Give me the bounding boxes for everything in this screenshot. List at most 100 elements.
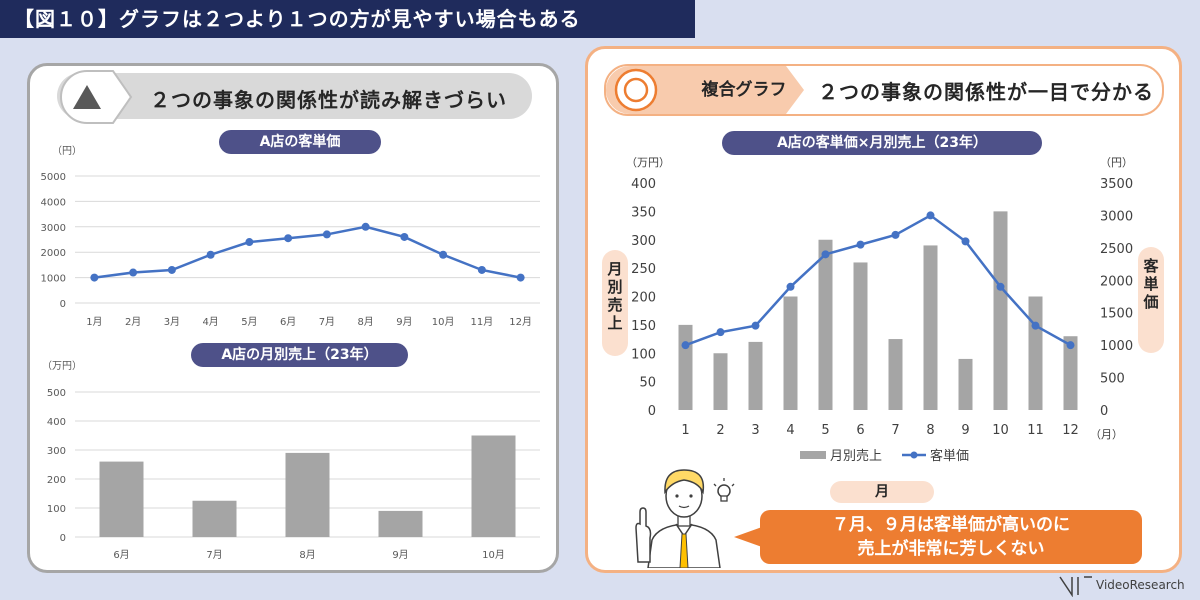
- x-tick-label: 10月: [482, 549, 505, 561]
- customer-price-line-chart: （円） 0 1000 2000 3000 4000 5000 1月 2月 3月 4月 5月 6月 7月 8月…: [41, 145, 540, 328]
- left-tick-label: 100: [631, 347, 656, 362]
- bar: [678, 324, 693, 410]
- left-header-pill: [57, 73, 532, 119]
- monthly-sales-bar-chart: （万円） 0 100 200 300 400 500 6月 7月 8月 9月 10月: [42, 360, 540, 561]
- y-tick-label: 3000: [41, 223, 66, 234]
- y-tick-label: 5000: [41, 172, 66, 183]
- x-tick-label: 5: [821, 423, 829, 438]
- x-tick-label: 10月: [432, 316, 455, 328]
- x-tick-label: 10: [992, 423, 1009, 438]
- chart3-title: A店の客単価×月別売上（23年）: [722, 131, 1042, 155]
- data-point: [129, 268, 138, 277]
- left-axis-unit: （万円）: [626, 156, 670, 169]
- data-point: [90, 273, 99, 282]
- x-tick-label: 8月: [357, 316, 373, 328]
- x-tick-label: 11: [1027, 423, 1044, 438]
- logo-mark: [1059, 576, 1092, 597]
- triangle-icon: [73, 85, 101, 109]
- data-point: [996, 282, 1005, 291]
- x-tick-label: 1月: [86, 316, 102, 328]
- month-label: 月: [830, 481, 934, 503]
- y-tick-label: 500: [47, 388, 66, 399]
- bar: [923, 245, 938, 410]
- x-tick-label: 4: [786, 423, 794, 438]
- data-point: [322, 230, 331, 239]
- right-axis-unit: （円）: [1100, 156, 1133, 169]
- left-tick-label: 200: [631, 291, 656, 306]
- page-title: 【図１０】グラフは２つより１つの方が見やすい場合もある: [0, 0, 695, 38]
- x-tick-label: 5月: [241, 316, 257, 328]
- data-point: [284, 234, 293, 243]
- right-axis-label: 客 単 価: [1138, 247, 1164, 353]
- bar: [99, 461, 144, 537]
- y-tick-label: 300: [47, 446, 66, 457]
- bar: [713, 353, 728, 410]
- x-tick-label: 7月: [319, 316, 335, 328]
- right-tick-label: 3000: [1100, 209, 1133, 224]
- x-tick-label: 7: [891, 423, 899, 438]
- legend-bar-swatch: [800, 451, 826, 459]
- left-axis-char: 月: [607, 260, 623, 278]
- right-axis-char: 価: [1143, 293, 1159, 311]
- data-point: [167, 265, 176, 274]
- y-tick-label: 0: [60, 533, 66, 544]
- x-tick-label: 9月: [396, 316, 412, 328]
- x-tick-label: 2月: [125, 316, 141, 328]
- y-axis-unit: （円）: [52, 145, 82, 157]
- data-point: [1031, 321, 1040, 330]
- double-circle-icon: [614, 68, 658, 112]
- y-axis-unit: （万円）: [42, 360, 82, 372]
- x-tick-label: 8: [926, 423, 934, 438]
- left-tick-label: 350: [631, 205, 656, 220]
- right-tick-label: 1500: [1100, 307, 1133, 322]
- callout-box: ７月、９月は客単価が高いのに 売上が非常に芳しくない: [760, 510, 1142, 564]
- y-tick-label: 4000: [41, 197, 66, 208]
- combo-tag: 複合グラフ: [701, 80, 787, 100]
- bar: [378, 510, 423, 537]
- x-tick-label: 6: [856, 423, 864, 438]
- x-tick-label: 9月: [392, 549, 408, 561]
- right-header-text: ２つの事象の関係性が一目で分かる: [818, 80, 1154, 104]
- data-point: [926, 211, 935, 220]
- data-point: [206, 250, 215, 259]
- lightbulb-icon: [713, 478, 735, 502]
- x-tick-label: 3月: [164, 316, 180, 328]
- data-point: [786, 282, 795, 291]
- left-tick-label: 0: [648, 404, 656, 419]
- data-point: [961, 237, 970, 246]
- left-axis-char: 別: [607, 278, 623, 296]
- bar: [958, 358, 973, 410]
- data-point: [681, 341, 690, 350]
- person-illustration: [635, 469, 721, 568]
- right-tick-label: 3500: [1100, 177, 1133, 192]
- right-tick-label: 2500: [1100, 242, 1133, 257]
- data-point: [361, 222, 370, 231]
- bar: [853, 262, 868, 410]
- data-point: [477, 265, 486, 274]
- x-tick-label: 11月: [471, 316, 494, 328]
- bar: [993, 211, 1008, 410]
- x-tick-label: 6月: [113, 549, 129, 561]
- left-axis-char: 上: [607, 314, 623, 332]
- chart2-title: A店の月別売上（23年）: [191, 343, 408, 367]
- right-tick-label: 1000: [1100, 339, 1133, 354]
- y-tick-label: 1000: [41, 274, 66, 285]
- bar: [783, 296, 798, 410]
- y-tick-label: 200: [47, 475, 66, 486]
- data-point: [1066, 341, 1075, 350]
- legend-line-label: 客単価: [930, 448, 969, 464]
- data-point: [751, 321, 760, 330]
- legend-line-marker: [910, 451, 918, 459]
- x-tick-label: 9: [961, 423, 969, 438]
- bar: [471, 435, 516, 537]
- data-point: [516, 273, 525, 282]
- x-tick-label: 2: [716, 423, 724, 438]
- left-tick-label: 300: [631, 234, 656, 249]
- x-tick-label: 4月: [202, 316, 218, 328]
- bar: [1028, 296, 1043, 410]
- bar: [1063, 336, 1078, 410]
- bar: [818, 239, 833, 410]
- left-tick-label: 250: [631, 262, 656, 277]
- logo-text: VideoResearch: [1096, 578, 1185, 592]
- right-tick-label: 500: [1100, 372, 1125, 387]
